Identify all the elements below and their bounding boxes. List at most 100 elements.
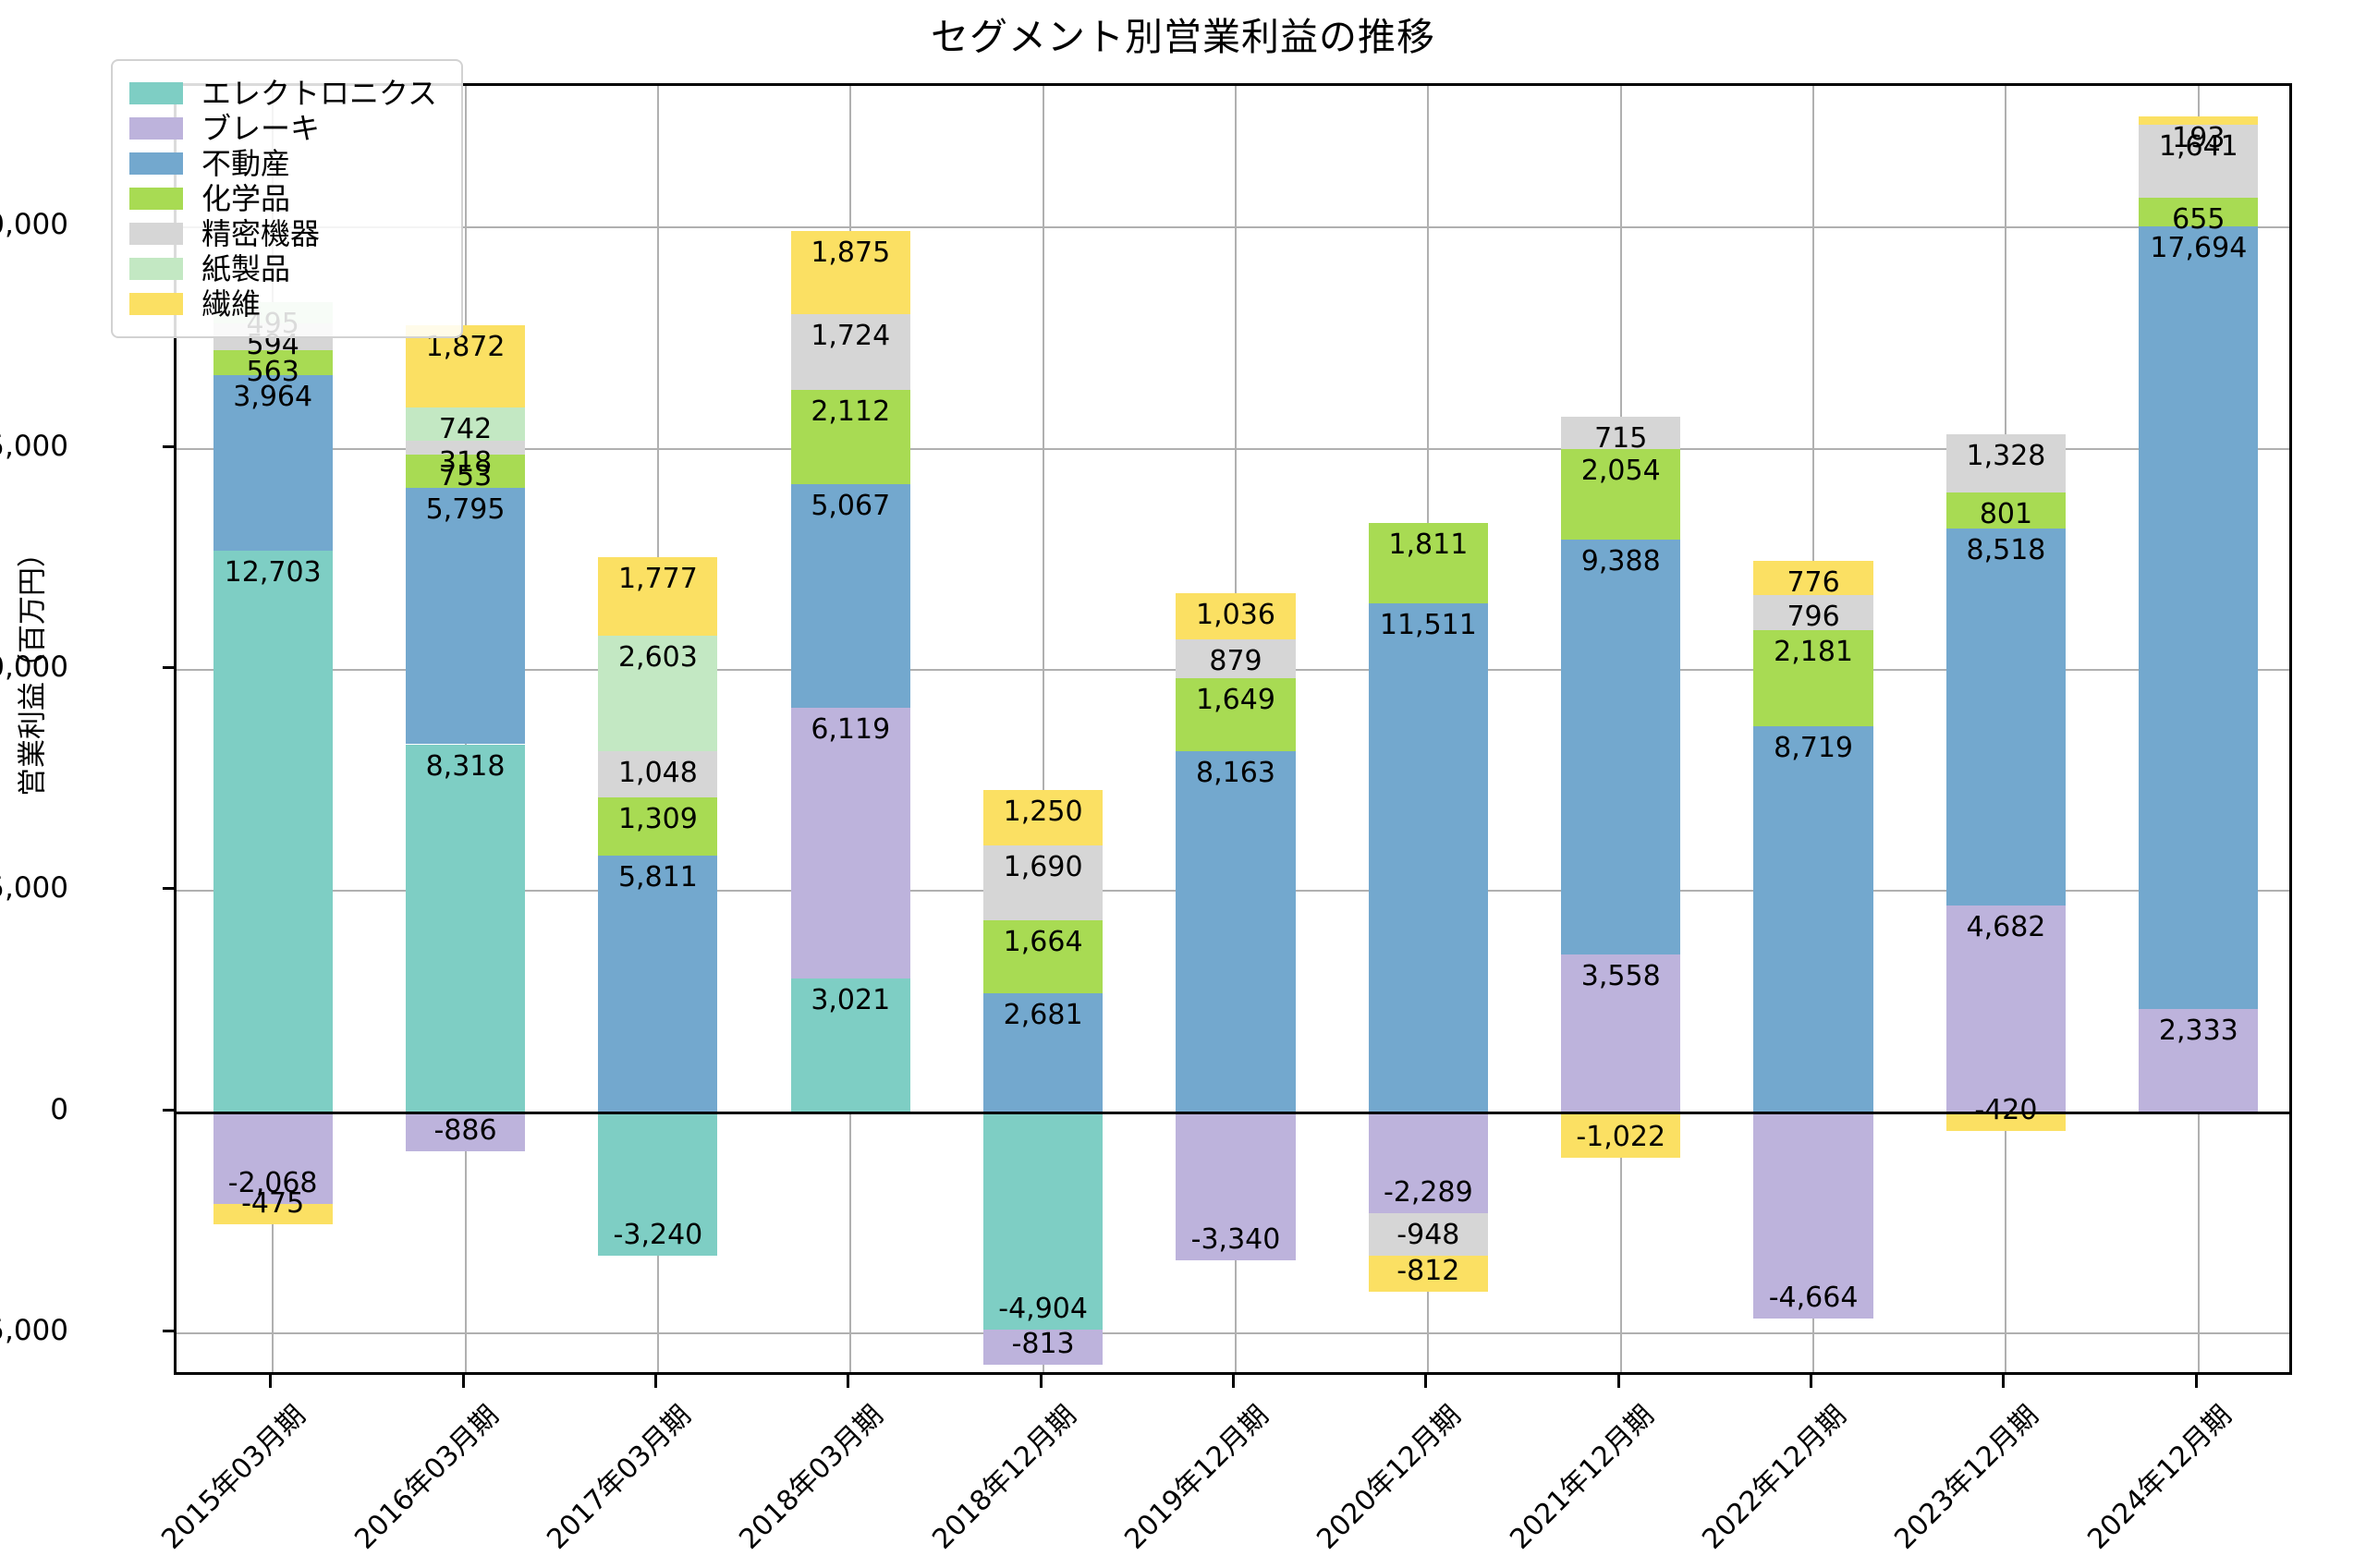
y-tick-label: 0 xyxy=(50,1092,68,1126)
page-title: セグメント別営業利益の推移 xyxy=(931,15,1435,59)
bar-segment xyxy=(790,978,910,1112)
legend-swatch-icon xyxy=(129,82,183,104)
legend-item-label: 繊維 xyxy=(201,286,262,322)
y-tick-label: 15,000 xyxy=(0,429,68,463)
y-tick-mark xyxy=(163,1108,174,1112)
x-tick-mark xyxy=(1810,1375,1813,1388)
y-tick-mark xyxy=(163,1330,174,1333)
legend-swatch-icon xyxy=(129,188,183,210)
gridline-horizontal xyxy=(177,226,2289,229)
x-tick-label: 2018年12月期 xyxy=(925,1399,1083,1556)
bar-segment xyxy=(1561,1112,1681,1158)
bar-segment xyxy=(213,374,333,551)
bar-segment xyxy=(1368,1213,1488,1256)
bar-segment xyxy=(1368,1255,1488,1292)
bar-segment xyxy=(983,789,1104,845)
gridline-horizontal xyxy=(177,447,2289,450)
bar-segment xyxy=(1561,539,1681,955)
x-tick-label: 2023年12月期 xyxy=(1888,1399,2046,1556)
chart-legend[interactable]: エレクトロニクス ブレーキ 不動産 化学品 精密機器 紙製品 繊維 xyxy=(111,59,464,338)
x-tick-mark xyxy=(461,1375,465,1388)
bar-segment xyxy=(790,231,910,314)
bar-segment xyxy=(1753,1112,1873,1319)
bar-segment xyxy=(1176,1112,1296,1260)
bar-segment xyxy=(405,407,526,441)
legend-item-label: 化学品 xyxy=(201,181,291,216)
gridline-vertical xyxy=(1042,86,1044,1372)
legend-item[interactable]: 紙製品 xyxy=(129,251,437,286)
y-tick-mark xyxy=(163,444,174,448)
x-tick-mark xyxy=(2194,1375,2198,1388)
legend-item[interactable]: 不動産 xyxy=(129,146,437,181)
y-tick-label: 10,000 xyxy=(0,650,68,684)
bar-segment xyxy=(1368,602,1488,1112)
x-tick-label: 2021年12月期 xyxy=(1503,1399,1661,1556)
x-tick-label: 2024年12月期 xyxy=(2081,1399,2238,1556)
zero-line-layer xyxy=(177,86,2289,1372)
legend-item-label: 不動産 xyxy=(201,146,291,181)
legend-item[interactable]: 繊維 xyxy=(129,286,437,322)
legend-swatch-icon xyxy=(129,117,183,140)
bar-segment xyxy=(213,1112,333,1204)
legend-item-label: 紙製品 xyxy=(201,251,291,286)
x-tick-mark xyxy=(1424,1375,1428,1388)
bar-segment xyxy=(1945,528,2067,906)
bar-segment xyxy=(2139,124,2259,198)
legend-item[interactable]: 精密機器 xyxy=(129,216,437,251)
bar-segment xyxy=(790,483,910,709)
y-tick-label: 5,000 xyxy=(0,871,68,906)
bar-segment xyxy=(1176,638,1296,678)
legend-item[interactable]: エレクトロニクス xyxy=(129,76,437,111)
legend-swatch-icon xyxy=(129,152,183,175)
x-tick-mark xyxy=(1616,1375,1620,1388)
bar-segment xyxy=(2139,197,2259,226)
bar-segment xyxy=(1368,522,1488,603)
bar-segment xyxy=(1176,593,1296,639)
bar-segment xyxy=(983,1329,1104,1366)
x-tick-mark xyxy=(847,1375,850,1388)
legend-swatch-icon xyxy=(129,293,183,315)
bar-segment xyxy=(1945,492,2067,529)
bar-segment xyxy=(405,744,526,1112)
bar-segment xyxy=(790,390,910,484)
bar-segment xyxy=(790,313,910,391)
bar-segment xyxy=(598,636,718,751)
x-tick-mark xyxy=(2002,1375,2006,1388)
x-tick-label: 2017年03月期 xyxy=(541,1399,698,1556)
legend-swatch-icon xyxy=(129,223,183,245)
bar-segment xyxy=(1561,954,1681,1112)
bar-segment xyxy=(1368,1112,1488,1214)
bar-segment xyxy=(1176,750,1296,1112)
x-tick-mark xyxy=(1232,1375,1235,1388)
bar-segment xyxy=(1945,1112,2067,1131)
bar-segment xyxy=(405,488,526,745)
x-tick-label: 2015年03月期 xyxy=(155,1399,312,1556)
bar-segment xyxy=(213,349,333,375)
legend-item[interactable]: ブレーキ xyxy=(129,111,437,146)
bar-segment xyxy=(1753,726,1873,1112)
y-tick-mark xyxy=(163,887,174,891)
bar-segment xyxy=(790,708,910,979)
bar-segment xyxy=(1561,417,1681,449)
bar-segment xyxy=(1945,433,2067,493)
bar-segment xyxy=(983,845,1104,920)
bar-segment xyxy=(2139,115,2259,125)
bar-segment xyxy=(1753,560,1873,595)
bar-segment xyxy=(213,550,333,1112)
x-tick-mark xyxy=(653,1375,657,1388)
bar-segment xyxy=(983,919,1104,994)
bar-segment xyxy=(1176,677,1296,751)
bar-segment xyxy=(983,1112,1104,1330)
legend-item[interactable]: 化学品 xyxy=(129,181,437,216)
x-tick-label: 2022年12月期 xyxy=(1696,1399,1853,1556)
bar-segment xyxy=(983,993,1104,1112)
bar-segment xyxy=(598,556,718,637)
legend-item-label: ブレーキ xyxy=(201,111,321,146)
y-tick-mark xyxy=(163,665,174,669)
zero-baseline xyxy=(177,1111,2289,1114)
bar-segment xyxy=(213,1203,333,1225)
x-tick-mark xyxy=(269,1375,273,1388)
bar-segment xyxy=(405,455,526,489)
legend-item-label: エレクトロニクス xyxy=(201,76,438,111)
